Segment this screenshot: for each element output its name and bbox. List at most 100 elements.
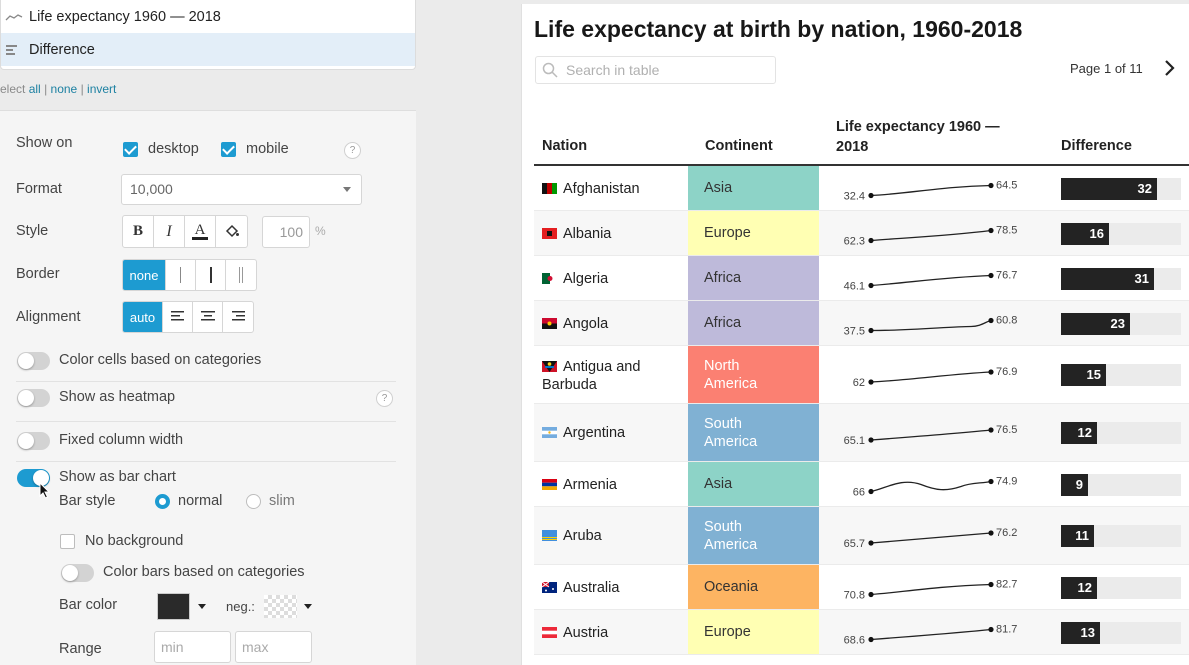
align-right-button[interactable] [223, 302, 253, 332]
italic-button[interactable]: I [154, 216, 185, 247]
search-input[interactable] [566, 62, 766, 78]
nation-cell: Austria [542, 624, 608, 642]
continent-cell: Asia [688, 166, 819, 210]
sparkline-cell: 37.5 60.8 [819, 301, 1059, 345]
select-prefix: elect [0, 82, 26, 96]
alignment-label: Alignment [16, 309, 81, 325]
difference-bar: 31 [1061, 267, 1154, 290]
range-max-input[interactable]: max [235, 631, 312, 663]
align-center-button[interactable] [193, 302, 223, 332]
show-on-desktop[interactable]: desktop [123, 141, 199, 157]
select-none-link[interactable]: none [50, 82, 78, 96]
opacity-input[interactable]: 100 [262, 216, 310, 248]
continent-label: Europe [704, 225, 751, 241]
search-box[interactable] [535, 56, 776, 84]
sparkline-start-label: 62 [853, 377, 865, 389]
select-all-link[interactable]: all [28, 82, 41, 96]
divider [16, 421, 396, 422]
sparkline-line [870, 480, 992, 493]
continent-cell: Europe [688, 610, 819, 654]
continent-label: Europe [704, 624, 751, 640]
border-medium-button[interactable] [196, 260, 226, 290]
difference-cell: 12 [1061, 404, 1189, 461]
heatmap-toggle[interactable] [17, 389, 50, 407]
nation-name: Antigua and Barbuda [542, 359, 641, 393]
fixed-width-toggle[interactable] [17, 432, 50, 450]
sparkline-start-label: 70.8 [844, 590, 865, 602]
help-icon[interactable]: ? [376, 390, 393, 407]
border-thin-button[interactable] [166, 260, 196, 290]
normal-radio[interactable] [155, 493, 170, 509]
sparkline-end-point [988, 369, 994, 375]
sparkline-end-label: 82.7 [996, 579, 1017, 591]
select-invert-link[interactable]: invert [87, 82, 117, 96]
fixed-width-label: Fixed column width [59, 432, 184, 448]
nation-name: Algeria [563, 270, 609, 287]
bar-chart-label: Show as bar chart [59, 469, 176, 485]
header-continent[interactable]: Continent [705, 138, 773, 154]
algeria-flag-icon [542, 272, 557, 284]
sparkline-end-label: 81.7 [996, 624, 1017, 636]
sparkline-start-point [868, 540, 874, 546]
continent-cell: South America [688, 404, 819, 461]
no-background-option[interactable]: No background [60, 533, 183, 549]
next-page-button[interactable] [1162, 58, 1178, 78]
sparkline-end-label: 64.5 [996, 180, 1017, 192]
nation-name: Aruba [563, 528, 602, 544]
range-label: Range [59, 641, 102, 657]
color-cells-toggle[interactable] [17, 352, 50, 370]
albania-flag-icon [542, 227, 557, 239]
align-left-button[interactable] [163, 302, 193, 332]
bold-button[interactable]: B [123, 216, 154, 247]
fill-color-button[interactable] [216, 216, 247, 247]
difference-bar: 11 [1061, 525, 1094, 547]
header-difference[interactable]: Difference [1061, 138, 1132, 154]
align-center-icon [200, 309, 215, 325]
sparkline-chart: 32.4 64.5 [844, 180, 1018, 203]
format-select[interactable]: 10,000 [121, 174, 362, 205]
header-nation[interactable]: Nation [542, 138, 588, 154]
bar-style-slim[interactable]: slim [246, 493, 295, 509]
nation-name: Austria [563, 624, 609, 641]
sparkline-end-point [988, 581, 994, 588]
sparkline-chart: 46.1 76.7 [844, 270, 1018, 293]
help-icon[interactable]: ? [344, 142, 361, 159]
nation-name: Afghanistan [563, 180, 640, 197]
align-auto-button[interactable]: auto [123, 302, 163, 332]
sparkline-end-label: 74.9 [996, 476, 1017, 488]
no-background-checkbox[interactable] [60, 533, 75, 549]
bar-chart-toggle[interactable] [17, 469, 50, 487]
color-bars-toggle[interactable] [61, 564, 94, 582]
continent-cell: North America [688, 346, 819, 403]
slim-radio[interactable] [246, 493, 261, 509]
nation-cell: Argentina [542, 424, 625, 442]
difference-bar: 32 [1061, 177, 1157, 200]
range-min-input[interactable]: min [154, 631, 231, 663]
bar-style-normal[interactable]: normal [155, 493, 222, 509]
difference-cell: 9 [1061, 462, 1189, 506]
sparkline-start-label: 66 [853, 487, 865, 499]
column-item-difference[interactable]: Difference [1, 33, 415, 66]
continent-label: Africa [704, 270, 742, 286]
chevron-right-icon [1165, 60, 1175, 76]
transparent-swatch [264, 595, 297, 618]
mobile-checkbox[interactable] [221, 141, 236, 157]
header-life-expectancy[interactable]: Life expectancy 1960 — 2018 [836, 117, 1000, 157]
bar-color-picker[interactable] [157, 593, 214, 620]
sparkline-cell: 65.1 76.5 [819, 404, 1059, 461]
continent-label: Oceania [704, 579, 759, 595]
border-double-button[interactable] [226, 260, 256, 290]
separator: | [80, 82, 84, 96]
negative-color-picker[interactable] [264, 593, 318, 620]
alignment-buttons: auto [122, 301, 254, 333]
sparkline-end-point [988, 626, 994, 633]
difference-bar: 12 [1061, 422, 1097, 444]
text-color-button[interactable]: A [185, 216, 216, 247]
border-none-button[interactable]: none [123, 260, 166, 290]
show-on-mobile[interactable]: mobile [221, 141, 289, 157]
sparkline-end-label: 60.8 [996, 315, 1017, 327]
desktop-checkbox[interactable] [123, 141, 138, 157]
column-item-life-expectancy[interactable]: Life expectancy 1960 — 2018 [1, 0, 415, 33]
sparkline-end-label: 76.2 [996, 527, 1017, 539]
table-preview: Life expectancy at birth by nation, 1960… [521, 4, 1189, 665]
